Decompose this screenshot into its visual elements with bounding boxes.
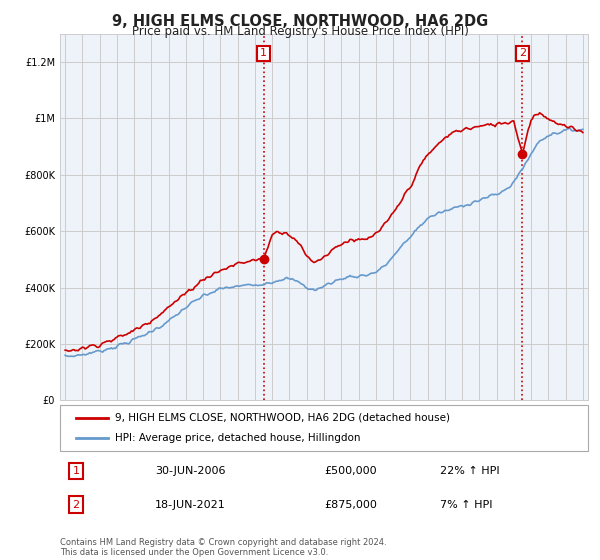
Text: 22% ↑ HPI: 22% ↑ HPI (440, 466, 500, 476)
Text: £500,000: £500,000 (324, 466, 377, 476)
Text: 7% ↑ HPI: 7% ↑ HPI (440, 500, 493, 510)
Text: 2: 2 (519, 48, 526, 58)
Text: 1: 1 (260, 48, 267, 58)
Text: 9, HIGH ELMS CLOSE, NORTHWOOD, HA6 2DG (detached house): 9, HIGH ELMS CLOSE, NORTHWOOD, HA6 2DG (… (115, 413, 451, 423)
Text: Price paid vs. HM Land Registry's House Price Index (HPI): Price paid vs. HM Land Registry's House … (131, 25, 469, 38)
Text: 1: 1 (73, 466, 79, 476)
FancyBboxPatch shape (60, 405, 588, 451)
Text: 2: 2 (72, 500, 79, 510)
Text: 9, HIGH ELMS CLOSE, NORTHWOOD, HA6 2DG: 9, HIGH ELMS CLOSE, NORTHWOOD, HA6 2DG (112, 14, 488, 29)
Text: HPI: Average price, detached house, Hillingdon: HPI: Average price, detached house, Hill… (115, 433, 361, 443)
Text: 30-JUN-2006: 30-JUN-2006 (155, 466, 226, 476)
Text: £875,000: £875,000 (324, 500, 377, 510)
Text: 18-JUN-2021: 18-JUN-2021 (155, 500, 226, 510)
Text: Contains HM Land Registry data © Crown copyright and database right 2024.
This d: Contains HM Land Registry data © Crown c… (60, 538, 386, 557)
